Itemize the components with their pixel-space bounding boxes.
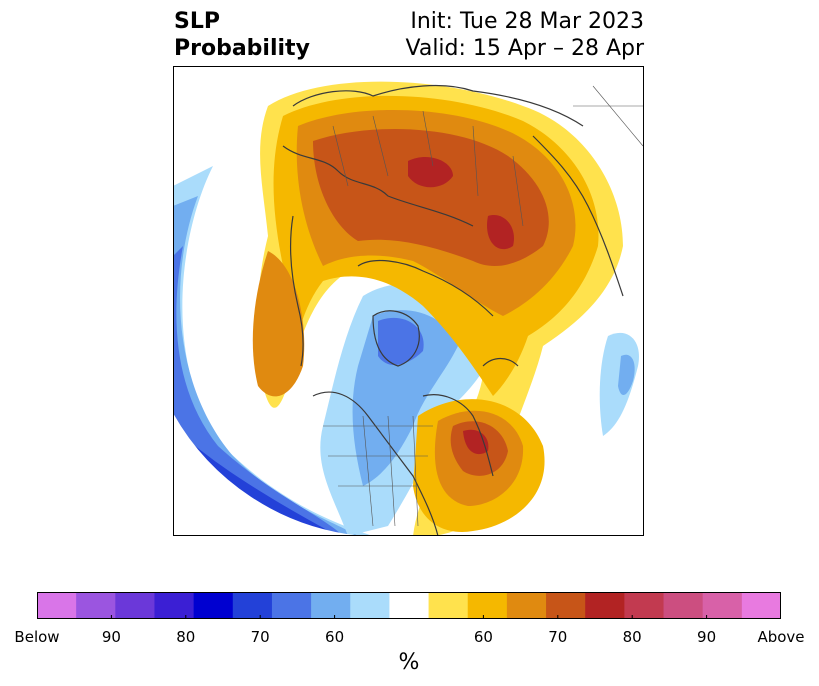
colorbar-swatch (663, 592, 704, 619)
colorbar-swatch (193, 592, 234, 619)
colorbar-swatch (624, 592, 665, 619)
polar-map (173, 66, 644, 536)
map-border (173, 66, 644, 536)
colorbar-swatch (311, 592, 351, 619)
colorbar-tick-label: 90 (697, 628, 717, 646)
below-70-pacific (618, 354, 635, 396)
colorbar-tick-label: Above (757, 628, 805, 646)
above-80-eurasia-b (487, 215, 514, 250)
probability-field (173, 81, 644, 536)
colorbar-swatch (585, 592, 625, 619)
below-80-central (378, 317, 424, 366)
title-line-2: Probability (174, 36, 310, 61)
colorbar-swatch (467, 592, 508, 619)
colorbar-swatch (76, 592, 116, 619)
init-date-label: Init: Tue 28 Mar 2023 (410, 9, 644, 34)
colorbar-tick-label: 90 (101, 628, 121, 646)
coastlines (282, 84, 624, 536)
colorbar-swatch (115, 592, 155, 619)
colorbar-tick-label: 70 (548, 628, 568, 646)
title-line-1: SLP (174, 9, 220, 34)
colorbar-tick-label: 70 (250, 628, 270, 646)
above-65-atlantic (252, 251, 305, 397)
map-title: SLP Probability (174, 8, 310, 62)
colorbar-unit-label: % (398, 650, 420, 675)
colorbar-tick-label: 80 (622, 628, 642, 646)
colorbar-swatch (37, 592, 77, 619)
colorbar-swatch (389, 592, 430, 619)
above-80-eurasia-a (408, 156, 453, 188)
colorbar-swatch (271, 592, 312, 619)
colorbar-tick-label: 80 (176, 628, 196, 646)
map-dates: Init: Tue 28 Mar 2023 Valid: 15 Apr – 28… (406, 8, 645, 62)
colorbar-swatch (546, 592, 586, 619)
colorbar-swatch (702, 592, 743, 619)
colorbar-swatch (232, 592, 273, 619)
colorbar-swatch (350, 592, 390, 619)
colorbar-border (37, 592, 781, 619)
colorbar-swatch (154, 592, 195, 619)
colorbar-swatch (428, 592, 469, 619)
valid-date-label: Valid: 15 Apr – 28 Apr (405, 36, 645, 61)
colorbar-tick-label: Below (14, 628, 60, 646)
colorbar (37, 592, 781, 619)
colorbar-tick-label: 60 (473, 628, 493, 646)
colorbar-swatch (741, 592, 781, 619)
borders (323, 85, 644, 527)
colorbar-swatch (506, 592, 547, 619)
colorbar-tick-label: 60 (325, 628, 345, 646)
